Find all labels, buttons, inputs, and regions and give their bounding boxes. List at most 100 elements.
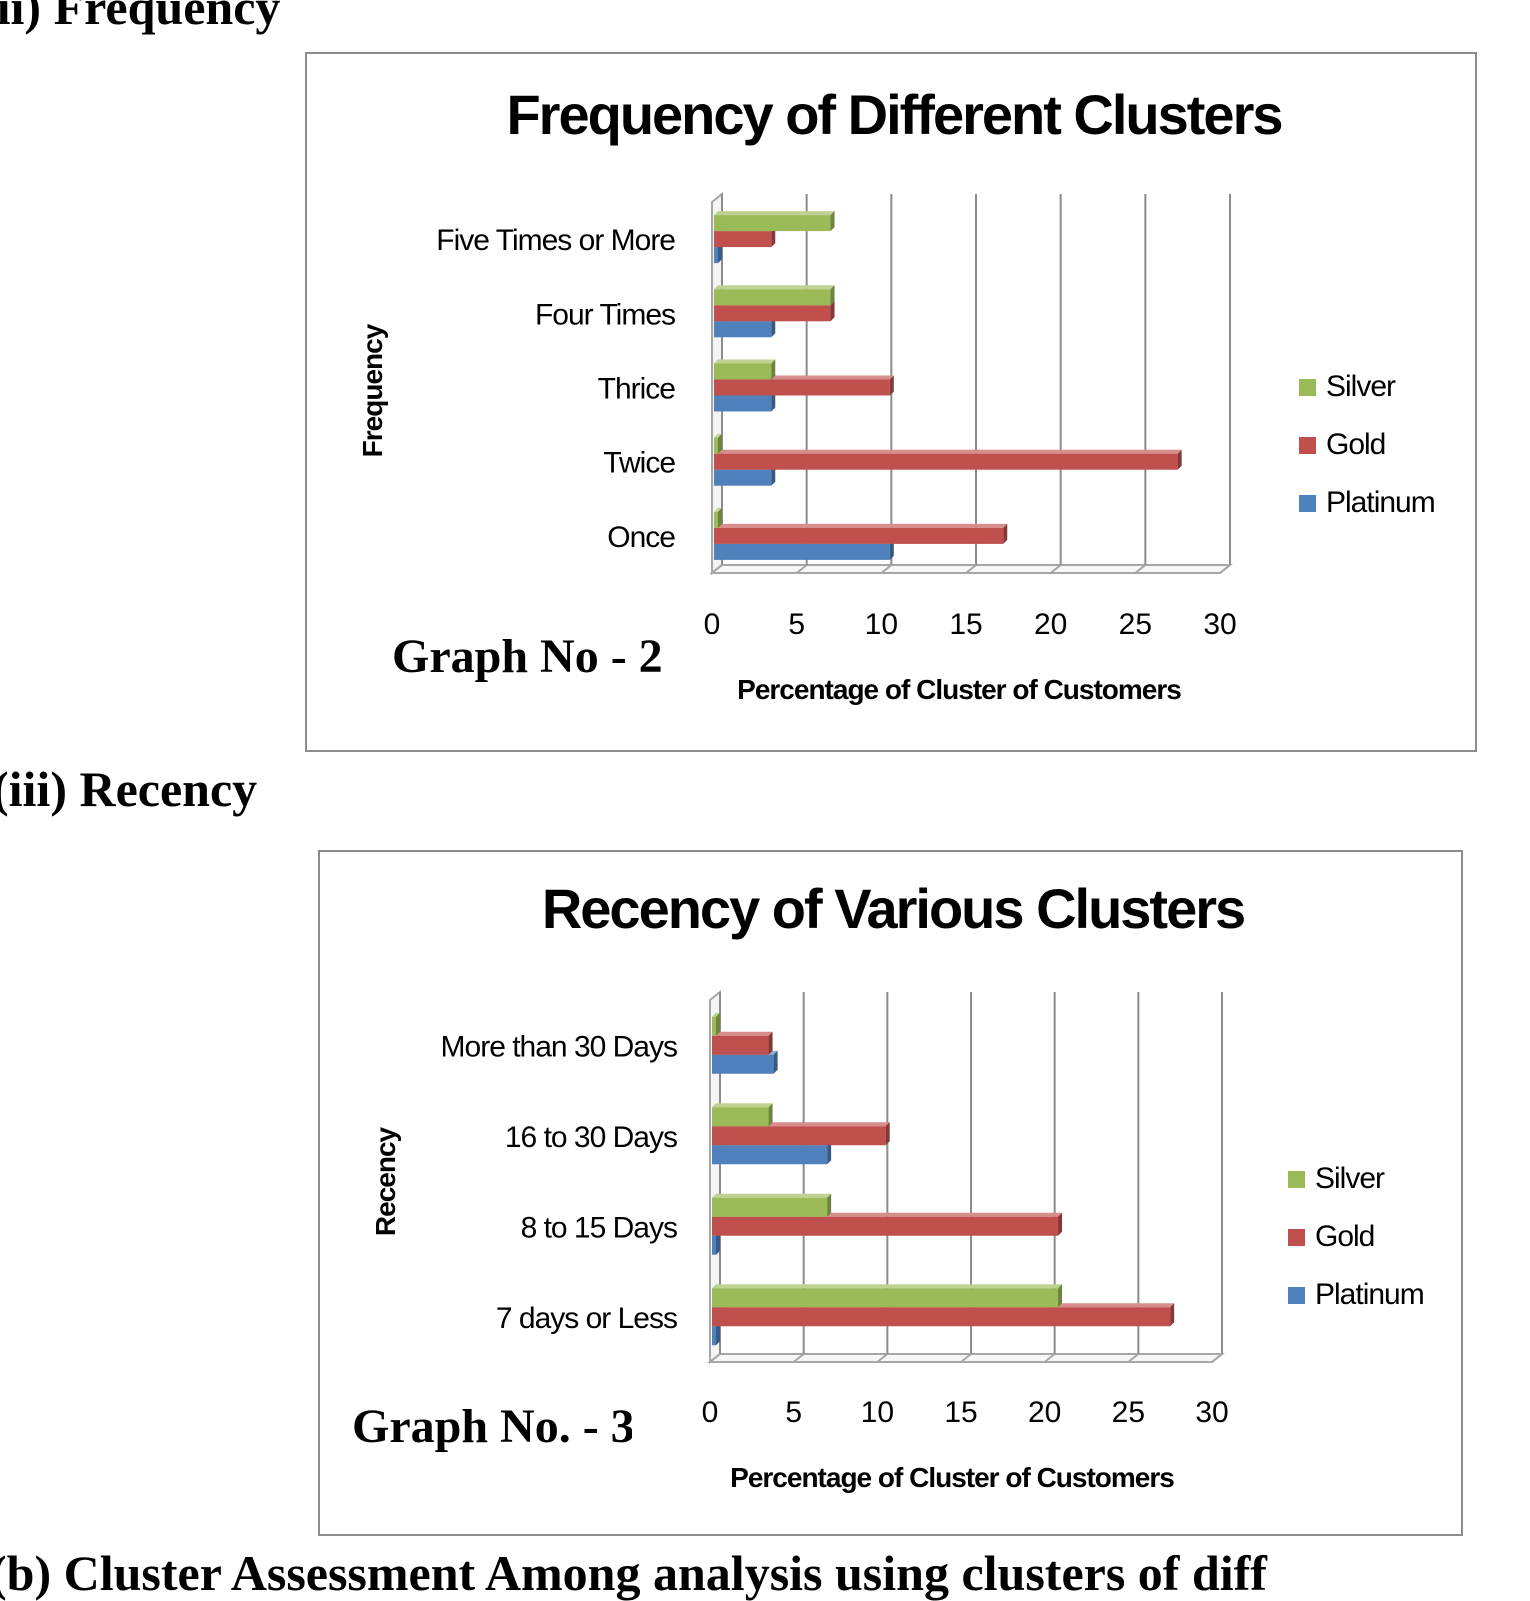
grid-floor-line xyxy=(880,564,892,574)
bar-end-face xyxy=(716,1322,720,1346)
bar-silver xyxy=(714,289,831,306)
bar-platinum xyxy=(712,1054,774,1074)
category-label: 16 to 30 Days xyxy=(505,1121,677,1154)
bar-top-face xyxy=(714,449,1182,454)
bar-platinum xyxy=(714,321,772,338)
grid-floor-line xyxy=(876,1353,888,1363)
section-heading-frequency: (ii) Frequency xyxy=(0,0,281,35)
x-axis-label: Percentage of Cluster of Customers xyxy=(730,1462,1174,1493)
recency-chart-panel: Recency of Various Clusters 0 5 10 15 20 25 30 7… xyxy=(318,850,1463,1536)
bar-end-face xyxy=(716,1012,720,1036)
legend-label: Silver xyxy=(1326,370,1396,403)
bar-gold xyxy=(712,1035,769,1055)
bar-top-face xyxy=(714,359,776,364)
x-tick-label: 15 xyxy=(949,608,982,641)
chart-title: Frequency of Different Clusters xyxy=(506,83,1281,146)
bar-top-face xyxy=(714,523,1008,528)
category-label: 7 days or Less xyxy=(496,1302,677,1335)
grid-floor-line xyxy=(793,1353,805,1363)
bar-silver xyxy=(714,363,772,380)
legend-label: Gold xyxy=(1315,1220,1374,1253)
bar-top-face xyxy=(712,1103,773,1108)
bar-gold xyxy=(712,1216,1059,1236)
x-tick-label: 15 xyxy=(944,1396,977,1429)
bar-platinum xyxy=(714,469,772,486)
grid-floor-line xyxy=(1211,1353,1223,1363)
bar-gold xyxy=(714,379,890,396)
bar-end-face xyxy=(889,539,894,560)
bar-end-face xyxy=(771,227,776,248)
bar-end-face xyxy=(768,1103,773,1127)
frequency-chart-panel: Frequency of Different Clusters 0 5 10 15 20 2… xyxy=(305,52,1477,752)
legend-label: Platinum xyxy=(1326,486,1435,519)
x-tick-label: 20 xyxy=(1034,608,1067,641)
bar-end-face xyxy=(830,211,835,232)
x-tick-label: 5 xyxy=(785,1396,802,1429)
bar-top-face xyxy=(714,507,722,512)
bar-end-face xyxy=(771,391,776,412)
legend-swatch xyxy=(1299,495,1316,512)
bar-silver xyxy=(714,215,831,232)
x-tick-label: 20 xyxy=(1028,1396,1061,1429)
category-label: Thrice xyxy=(598,373,676,406)
bar-end-face xyxy=(1058,1212,1063,1236)
bar-top-face xyxy=(712,1193,832,1198)
bar-end-face xyxy=(773,1050,778,1074)
graph-number-label: Graph No - 2 xyxy=(392,630,663,683)
legend-label: Gold xyxy=(1326,428,1385,461)
bar-end-face xyxy=(718,433,722,454)
legend-swatch xyxy=(1288,1287,1305,1304)
bar-end-face xyxy=(827,1141,832,1165)
graph-number-label: Graph No. - 3 xyxy=(352,1400,632,1453)
bar-top-face xyxy=(714,433,722,438)
bar-end-face xyxy=(771,359,776,380)
bar-platinum xyxy=(712,1326,716,1346)
category-label: Five Times or More xyxy=(436,224,675,257)
bar-silver xyxy=(712,1197,828,1217)
grid-floor-line xyxy=(1044,1353,1056,1363)
bar-gold xyxy=(712,1307,1171,1327)
y-axis-label: Frequency xyxy=(357,323,388,457)
legend-swatch xyxy=(1299,437,1316,454)
bar-platinum xyxy=(712,1235,716,1255)
x-tick-label: 25 xyxy=(1119,608,1152,641)
bar-end-face xyxy=(716,1231,720,1255)
bar-end-face xyxy=(889,375,894,396)
bar-end-face xyxy=(718,507,722,528)
bar-gold xyxy=(714,453,1178,470)
x-tick-label: 10 xyxy=(865,608,898,641)
bar-end-face xyxy=(827,1193,832,1217)
bar-end-face xyxy=(885,1122,890,1146)
frequency-chart: Frequency of Different Clusters 0 5 10 15 20 2… xyxy=(357,83,1436,705)
grid-floor-line xyxy=(965,564,977,574)
bar-gold xyxy=(712,1126,886,1146)
x-tick-label: 30 xyxy=(1203,608,1236,641)
bar-end-face xyxy=(1003,523,1008,544)
category-label: More than 30 Days xyxy=(441,1030,677,1063)
bar-end-face xyxy=(771,317,776,338)
grid-floor-line xyxy=(960,1353,972,1363)
bar-end-face xyxy=(1177,449,1182,470)
bar-end-face xyxy=(1170,1303,1175,1327)
bar-end-face xyxy=(771,465,776,486)
bar-top-face xyxy=(712,1031,773,1036)
bar-platinum xyxy=(714,247,718,264)
bar-end-face xyxy=(830,285,835,306)
bar-gold xyxy=(714,527,1004,544)
bar-top-face xyxy=(714,211,835,216)
grid-floor-line xyxy=(709,1353,721,1363)
grid-floor-line xyxy=(796,564,808,574)
category-label: 8 to 15 Days xyxy=(521,1211,677,1244)
x-tick-label: 10 xyxy=(861,1396,894,1429)
category-label: Four Times xyxy=(535,298,675,331)
category-label: Twice xyxy=(603,447,675,480)
section-heading-cluster-assessment: (b) Cluster Assessment Among analysis us… xyxy=(0,1545,1267,1601)
bar-silver xyxy=(714,511,718,528)
grid-floor-line xyxy=(1127,1353,1139,1363)
bar-top-face xyxy=(712,1284,1063,1289)
bar-top-face xyxy=(714,285,835,290)
bar-end-face xyxy=(1058,1284,1063,1308)
bar-silver xyxy=(712,1016,716,1036)
bar-gold xyxy=(714,305,831,322)
bar-silver xyxy=(712,1107,769,1127)
